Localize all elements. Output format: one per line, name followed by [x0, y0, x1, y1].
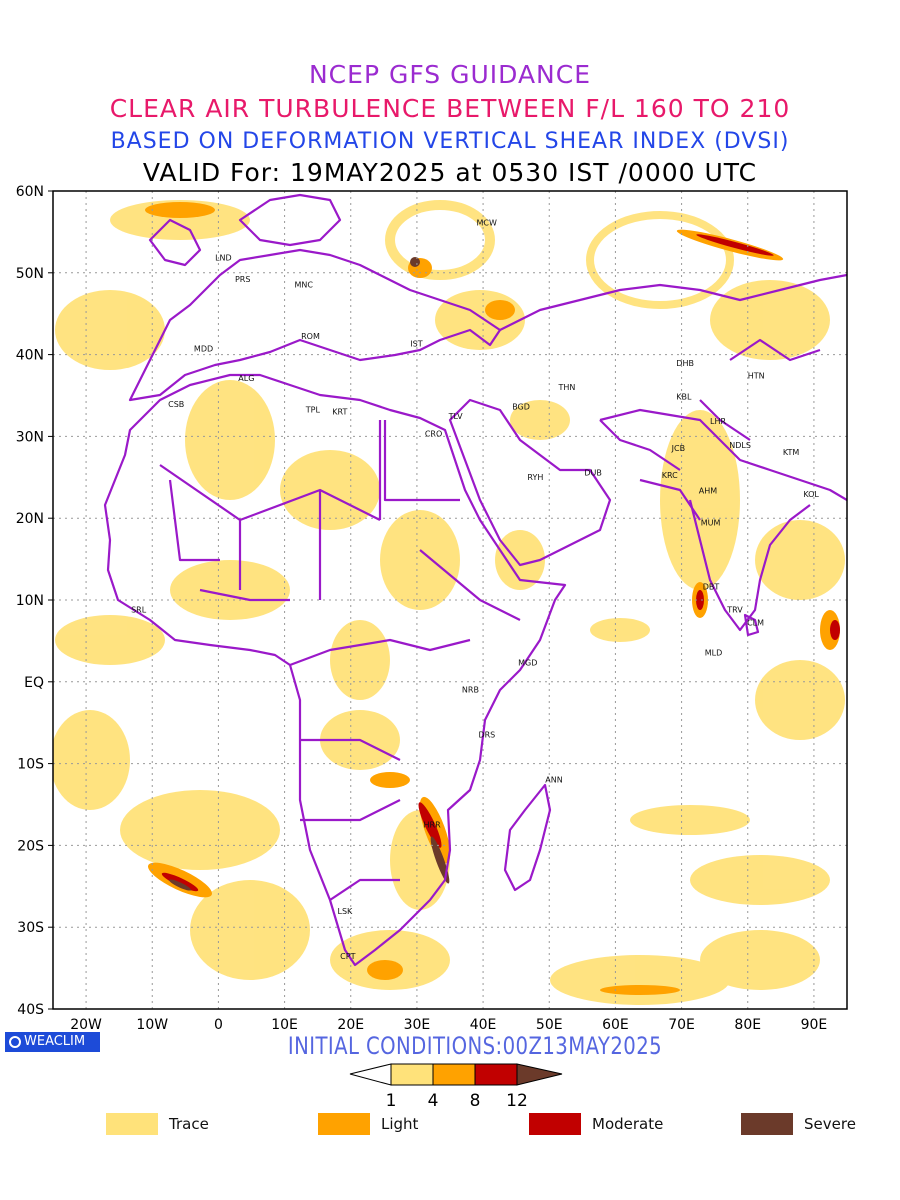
station-label: NRB — [462, 685, 479, 694]
station-label: RYH — [527, 473, 543, 482]
station-label: DHB — [676, 359, 694, 368]
coastlines-and-borders — [103, 193, 847, 967]
station-label: SRL — [131, 605, 147, 614]
latitude-label: 30S — [17, 920, 44, 936]
colorbar-segment — [474, 1063, 518, 1086]
legend-label-moderate: Moderate — [592, 1115, 664, 1133]
station-label: HRR — [424, 820, 442, 829]
station-label: CPT — [340, 952, 355, 961]
latitude-label: 40S — [17, 1002, 44, 1018]
title-line-2: CLEAR AIR TURBULENCE BETWEEN F/L 160 TO … — [109, 94, 791, 123]
station-label: DRS — [478, 730, 495, 739]
station-label: AHM — [699, 487, 717, 496]
latitude-label: 10N — [16, 593, 44, 609]
latitude-label: 50N — [16, 266, 44, 282]
station-label: HTN — [748, 371, 765, 380]
legend-label-severe: Severe — [804, 1115, 856, 1133]
colorbar-high-arrow — [516, 1063, 563, 1086]
colorbar-segment — [390, 1063, 434, 1086]
turbulence-map: 60N 50N 40N 30N 20N 10N EQ 10S 20S 30S 40S 20W 10W 0… — [16, 184, 848, 1033]
station-label: DBT — [703, 582, 720, 591]
station-label: TPL — [305, 406, 321, 415]
station-label: CSB — [168, 400, 184, 409]
longitude-label: 80E — [734, 1017, 761, 1033]
station-label: MGD — [518, 658, 537, 667]
colorbar-ticks: 1 4 8 12 — [386, 1091, 528, 1111]
station-label: MDD — [194, 344, 213, 353]
station-label: MNC — [295, 281, 314, 290]
latitude-labels: 60N 50N 40N 30N 20N 10N EQ 10S 20S 30S 40S — [16, 184, 53, 1018]
colorbar-tick: 1 — [386, 1091, 397, 1111]
longitude-label: 70E — [668, 1017, 695, 1033]
colorbar-segments — [390, 1063, 518, 1086]
station-label: MLD — [705, 649, 723, 658]
weaclim-logo: WEACLIM — [5, 1032, 100, 1052]
station-label: IST — [410, 339, 422, 348]
legend-swatch-trace — [106, 1113, 158, 1135]
longitude-label: 90E — [801, 1017, 828, 1033]
station-label: DUB — [584, 469, 602, 478]
latitude-label: EQ — [24, 675, 44, 691]
latitude-label: 10S — [17, 757, 44, 773]
legend-swatch-severe — [741, 1113, 793, 1135]
longitude-label: 10E — [271, 1017, 298, 1033]
colorbar-segment — [432, 1063, 476, 1086]
station-label: ALG — [238, 374, 254, 383]
station-label: PRS — [235, 275, 250, 284]
station-label: TLV — [448, 412, 463, 421]
station-label: ROM — [301, 332, 320, 341]
turbulence-trace-areas — [53, 200, 845, 1005]
longitude-label: 10W — [136, 1017, 168, 1033]
weaclim-logo-icon — [9, 1036, 21, 1048]
station-label: KTM — [783, 448, 800, 457]
station-label: MCW — [476, 218, 496, 227]
colorbar-tick: 12 — [506, 1091, 528, 1111]
longitude-label: 20E — [337, 1017, 364, 1033]
colorbar-tick: 8 — [470, 1091, 481, 1111]
station-label: ANN — [545, 775, 562, 784]
station-labels: MCW LND PRS MNC ROM MDD IST ALG CSB TPL KRT TLV BGD T… — [131, 218, 819, 961]
legend-swatch-moderate — [529, 1113, 581, 1135]
latitude-label: 20S — [17, 838, 44, 854]
latitude-label: 60N — [16, 184, 44, 200]
title-line-1: NCEP GFS GUIDANCE — [308, 60, 591, 89]
station-label: KBL — [676, 393, 692, 402]
latitude-label: 30N — [16, 429, 44, 445]
longitude-label: 30E — [404, 1017, 431, 1033]
station-label: CRO — [425, 429, 442, 438]
station-label: CLM — [747, 618, 764, 627]
legend-swatch-light — [318, 1113, 370, 1135]
station-label: BGD — [512, 402, 530, 411]
station-label: TRV — [726, 605, 743, 614]
colorbar-tick: 4 — [428, 1091, 439, 1111]
longitude-label: 20W — [70, 1017, 102, 1033]
longitude-label: 60E — [602, 1017, 629, 1033]
longitude-labels: 20W 10W 0 10E 20E 30E 40E 50E 60E 70E 80E 90E — [70, 1017, 827, 1033]
turbulence-severe-areas — [169, 257, 450, 891]
colorbar-low-arrow — [349, 1063, 392, 1086]
valid-time-title: VALID For: 19MAY2025 at 0530 IST /0000 U… — [142, 158, 758, 187]
station-label: LND — [215, 254, 232, 263]
longitude-label: 40E — [470, 1017, 497, 1033]
station-label: MUM — [701, 519, 721, 528]
latitude-label: 40N — [16, 348, 44, 364]
longitude-label: 0 — [214, 1017, 223, 1033]
longitude-label: 50E — [536, 1017, 563, 1033]
station-label: LHR — [710, 417, 726, 426]
station-label: JCB — [671, 444, 685, 453]
legend-label-light: Light — [381, 1115, 419, 1133]
station-label: KRT — [332, 407, 347, 416]
latitude-label: 20N — [16, 511, 44, 527]
station-label: LSK — [338, 907, 354, 916]
legend-label-trace: Trace — [169, 1115, 209, 1133]
station-label: NDLS — [729, 441, 751, 450]
station-label: KOL — [803, 490, 819, 499]
title-line-3: BASED ON DEFORMATION VERTICAL SHEAR INDE… — [110, 129, 790, 154]
turbulence-moderate-areas — [161, 234, 840, 892]
initial-conditions: INITIAL CONDITIONS:00Z13MAY2025 — [287, 1032, 663, 1060]
station-label: KRC — [662, 471, 678, 480]
station-label: THN — [558, 383, 576, 392]
